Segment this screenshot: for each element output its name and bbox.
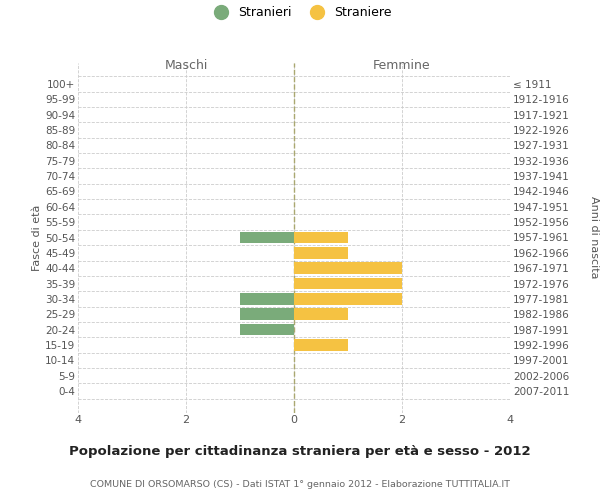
Bar	[294, 293, 402, 304]
Bar	[294, 339, 348, 350]
Bar	[294, 278, 402, 289]
Y-axis label: Anni di nascita: Anni di nascita	[589, 196, 599, 278]
Text: COMUNE DI ORSOMARSO (CS) - Dati ISTAT 1° gennaio 2012 - Elaborazione TUTTITALIA.: COMUNE DI ORSOMARSO (CS) - Dati ISTAT 1°…	[90, 480, 510, 489]
Text: Popolazione per cittadinanza straniera per età e sesso - 2012: Popolazione per cittadinanza straniera p…	[69, 445, 531, 458]
Text: Maschi: Maschi	[164, 59, 208, 72]
Text: Femmine: Femmine	[373, 59, 431, 72]
Bar	[294, 262, 402, 274]
Bar	[240, 293, 294, 304]
Bar	[294, 247, 348, 258]
Bar	[240, 324, 294, 336]
Legend: Stranieri, Straniere: Stranieri, Straniere	[203, 1, 397, 24]
Bar	[240, 232, 294, 243]
Y-axis label: Fasce di età: Fasce di età	[32, 204, 42, 270]
Bar	[240, 308, 294, 320]
Bar	[294, 232, 348, 243]
Bar	[294, 308, 348, 320]
